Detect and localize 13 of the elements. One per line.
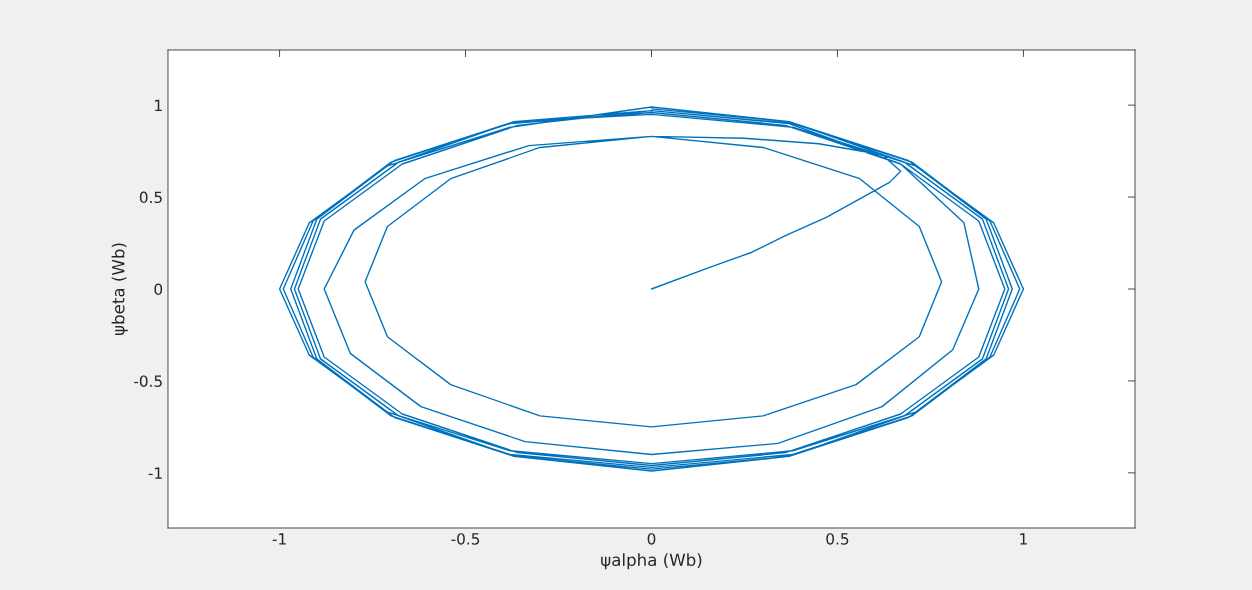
x-tick-label: 0.5	[826, 533, 849, 545]
y-tick-label: 0.5	[139, 191, 162, 204]
y-tick-label: 0	[154, 283, 163, 296]
x-tick-label: 1	[1020, 533, 1027, 545]
y-tick-label: -1	[148, 467, 162, 479]
line-series	[278, 106, 1025, 472]
x-tick-label: 0	[647, 533, 656, 545]
y-tick-label: -0.5	[134, 375, 162, 387]
y-tick-label: 1	[155, 99, 162, 111]
x-tick-label: -1	[272, 533, 286, 545]
x-tick-label: -0.5	[451, 533, 480, 545]
y-axis-title: ψbeta (Wb)	[111, 243, 128, 336]
x-axis-title: ψalpha (Wb)	[601, 553, 702, 570]
